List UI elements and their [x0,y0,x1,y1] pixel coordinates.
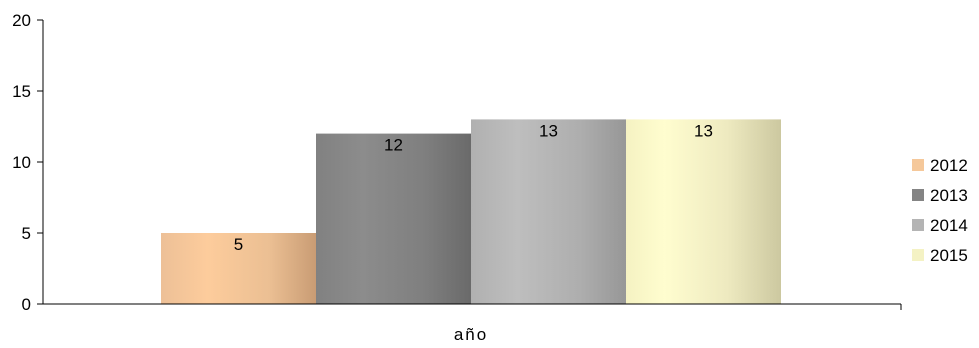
data-label-2014: 13 [539,121,558,140]
data-label-2012: 5 [234,235,243,254]
y-tick-label: 10 [12,153,31,172]
legend-label-2013: 2013 [930,186,968,205]
legend-swatch-2013 [912,189,924,201]
bar-2015 [626,119,781,305]
legend-swatch-2014 [912,219,924,231]
legend-label-2015: 2015 [930,246,968,265]
legend-swatch-2012 [912,159,924,171]
y-tick-label: 0 [22,295,31,314]
y-axis: 0 5 10 15 20 [12,11,43,314]
data-label-2015: 13 [694,121,713,140]
bar-2013 [316,133,471,304]
bar-2012 [161,233,316,304]
y-tick-label: 20 [12,11,31,30]
bar-2014 [471,119,626,305]
data-label-2013: 12 [384,136,403,155]
legend: 2012 2013 2014 2015 [912,156,968,265]
legend-swatch-2015 [912,249,924,261]
legend-label-2012: 2012 [930,156,968,175]
data-labels: 5 12 13 13 [234,121,713,254]
y-tick-label: 5 [22,224,31,243]
y-tick-label: 15 [12,82,31,101]
bars-layer [161,119,781,305]
x-axis-label: año [454,325,488,343]
legend-label-2014: 2014 [930,216,968,235]
